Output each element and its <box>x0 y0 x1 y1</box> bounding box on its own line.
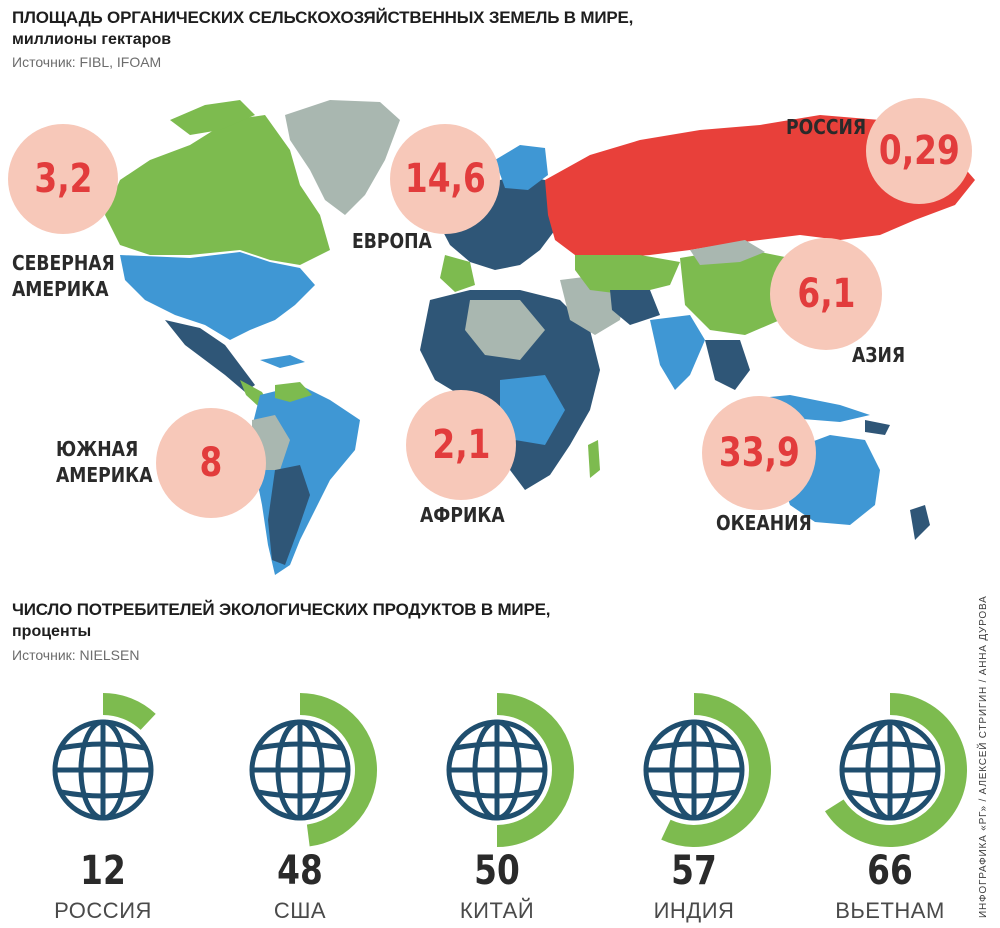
map-png <box>865 420 890 435</box>
gauge-label-2: КИТАЙ <box>459 898 535 923</box>
value-north-america: 3,2 <box>33 156 93 202</box>
label-north-america: СЕВЕРНАЯ АМЕРИКА <box>12 251 115 301</box>
map-greenland <box>285 100 400 215</box>
value-russia: 0,29 <box>878 128 960 174</box>
map-scandinavia <box>495 145 548 190</box>
map-title: ПЛОЩАДЬ ОРГАНИЧЕСКИХ СЕЛЬСКОХОЗЯЙСТВЕННЫ… <box>12 8 634 27</box>
globe-icon <box>446 719 548 821</box>
gauge-0 <box>52 693 156 821</box>
bubble-asia: 6,1 <box>770 238 882 350</box>
world-map <box>105 100 975 575</box>
map-mongolia <box>690 240 765 265</box>
label-europe: ЕВРОПА <box>352 229 432 253</box>
map-india <box>650 315 705 390</box>
map-source: Источник: FIBL, IFOAM <box>12 54 162 70</box>
label-russia: РОССИЯ <box>786 115 867 139</box>
gauge-label-1: США <box>273 898 327 923</box>
value-africa: 2,1 <box>431 422 491 468</box>
map-canada-islands <box>170 100 255 135</box>
gauge-value-3: 57 <box>671 848 717 894</box>
map-caribbean <box>260 355 305 368</box>
gauge-arc-РОССИЯ <box>102 693 156 731</box>
label-asia: АЗИЯ <box>852 343 906 367</box>
consumer-source: Источник: NIELSEN <box>12 647 140 663</box>
globe-icon <box>839 719 941 821</box>
consumer-title: ЧИСЛО ПОТРЕБИТЕЛЕЙ ЭКОЛОГИЧЕСКИХ ПРОДУКТ… <box>12 600 551 619</box>
value-south-america: 8 <box>199 440 223 486</box>
bubble-north-america: 3,2 <box>8 124 118 234</box>
label-south-america: ЮЖНАЯ АМЕРИКА <box>56 437 153 487</box>
bubble-south-america: 8 <box>156 408 266 518</box>
gauge-arc-КИТАЙ <box>496 693 574 847</box>
value-oceania: 33,9 <box>718 430 800 476</box>
globe-icon <box>52 719 154 821</box>
gauge-value-4: 66 <box>867 848 913 894</box>
label-africa: АФРИКА <box>420 503 505 527</box>
gauge-value-1: 48 <box>277 848 323 894</box>
globe-icon <box>643 719 745 821</box>
globe-icon <box>249 719 351 821</box>
label-oceania: ОКЕАНИЯ <box>716 511 812 535</box>
map-europe-green <box>440 255 475 292</box>
credit-line: ИНФОГРАФИКА «РГ» / АЛЕКСЕЙ СТРИГИН / АНН… <box>978 595 989 918</box>
gauge-value-0: 12 <box>80 848 126 894</box>
gauge-label-0: РОССИЯ <box>54 898 152 923</box>
map-new-zealand <box>910 505 930 540</box>
gauge-label-4: ВЬЕТНАМ <box>835 898 945 923</box>
gauge-arc-США <box>299 693 377 847</box>
map-canada <box>105 115 330 265</box>
value-europe: 14,6 <box>404 156 486 202</box>
map-africa-blue <box>500 375 565 445</box>
consumer-subtitle: проценты <box>12 623 92 640</box>
gauge-label-3: ИНДИЯ <box>653 898 735 923</box>
bubble-europe: 14,6 <box>390 124 500 234</box>
map-africa-grey <box>465 300 545 360</box>
map-se-asia <box>705 340 750 390</box>
gauge-arc-ИНДИЯ <box>661 693 771 847</box>
map-sa-north <box>275 382 312 402</box>
gauge-arc-ВЬЕТНАМ <box>824 693 967 847</box>
map-china <box>680 248 800 335</box>
gauge-2 <box>446 693 574 847</box>
bubble-russia: 0,29 <box>866 98 972 204</box>
bubble-africa: 2,1 <box>406 390 516 500</box>
gauge-4 <box>824 693 967 847</box>
gauge-1 <box>249 693 377 847</box>
map-sa-south <box>268 465 310 565</box>
gauge-3 <box>643 693 771 847</box>
map-usa <box>120 252 315 340</box>
bubble-oceania: 33,9 <box>702 396 816 510</box>
value-asia: 6,1 <box>796 271 856 317</box>
map-subtitle: миллионы гектаров <box>12 31 172 48</box>
gauge-value-2: 50 <box>474 848 520 894</box>
map-madagascar <box>588 440 600 478</box>
map-mexico <box>165 320 255 392</box>
map-iran-central <box>610 290 660 325</box>
map-kazakhstan <box>575 255 680 295</box>
